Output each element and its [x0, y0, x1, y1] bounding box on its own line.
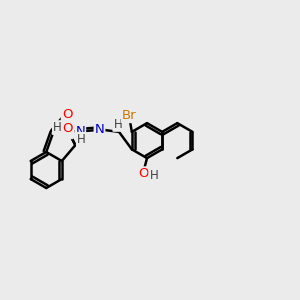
Text: Br: Br — [122, 109, 137, 122]
Text: H: H — [113, 118, 122, 131]
Text: O: O — [138, 167, 148, 180]
Text: H: H — [53, 121, 62, 134]
Text: N: N — [94, 123, 104, 136]
Text: H: H — [77, 133, 85, 146]
Text: N: N — [75, 124, 85, 138]
Text: O: O — [62, 108, 72, 121]
Text: S: S — [64, 125, 73, 138]
Text: H: H — [149, 169, 158, 182]
Text: O: O — [63, 122, 73, 135]
